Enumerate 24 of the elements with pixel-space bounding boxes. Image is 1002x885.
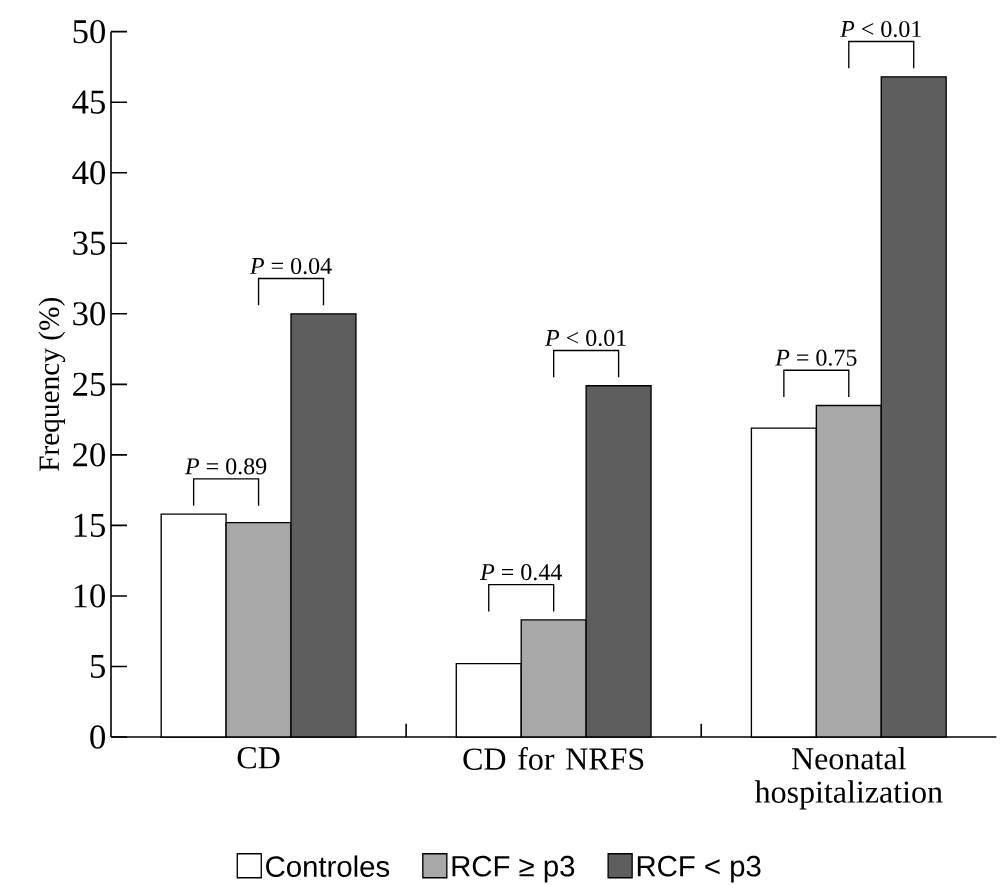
y-tick-label: 45	[72, 90, 105, 114]
y-tick-label: 5	[90, 654, 105, 678]
y-tick-label: 10	[74, 584, 105, 608]
y-axis-title: Frequency (%)	[38, 298, 66, 472]
annotation: P = 0.89	[184, 458, 267, 475]
y-tick-label: 50	[73, 19, 105, 44]
annotation: P = 0.04	[249, 257, 332, 275]
annotation: P = 0.44	[479, 564, 562, 581]
y-tick-label: 25	[73, 372, 105, 396]
x-tick-label: Neonatal hospitalization	[754, 747, 943, 810]
y-tick-label: 35	[73, 231, 105, 255]
y-tick-label: 30	[73, 302, 105, 326]
legend-label: Controles	[266, 855, 390, 878]
x-tick-label: CD for NRFS	[463, 747, 644, 770]
annotation: P < 0.01	[840, 20, 921, 38]
y-tick-label: 40	[72, 161, 105, 185]
annotation: P < 0.01	[544, 329, 626, 347]
x-tick-label: CD	[237, 747, 280, 769]
y-tick-label: 0	[90, 725, 105, 749]
legend-label: RCF ≥ p3	[452, 855, 575, 883]
annotation: P = 0.75	[775, 349, 857, 366]
legend-label: RCF < p3	[637, 855, 761, 883]
y-tick-label: 15	[74, 513, 105, 538]
y-tick-label: 20	[73, 443, 105, 467]
